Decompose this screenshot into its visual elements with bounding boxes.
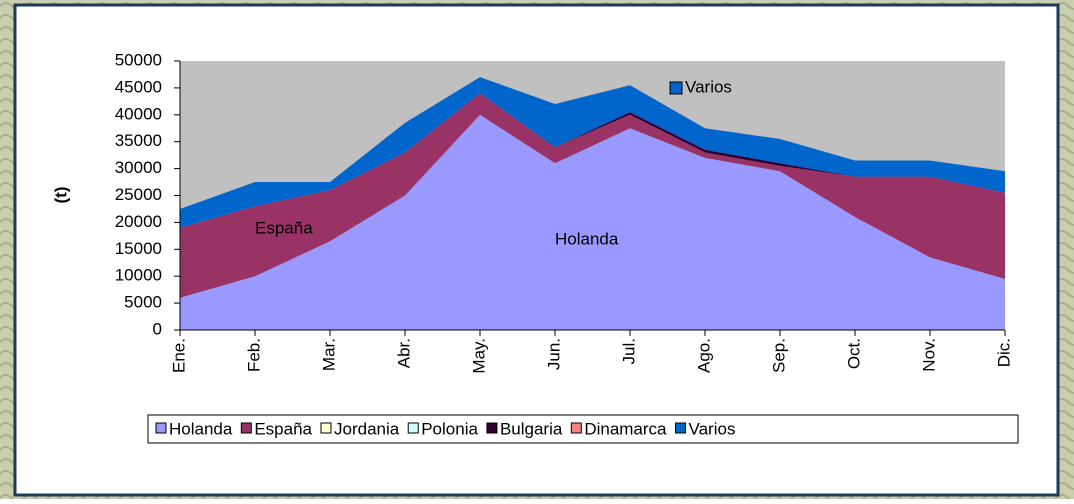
x-tick-label: Nov. bbox=[919, 338, 938, 372]
x-tick-label: Jun. bbox=[544, 338, 563, 370]
legend-key bbox=[486, 422, 498, 434]
y-tick-label: 5000 bbox=[124, 293, 162, 312]
legend bbox=[147, 414, 1019, 444]
y-tick-label: 0 bbox=[153, 319, 162, 338]
y-tick-label: 30000 bbox=[115, 158, 162, 177]
y-tick-label: 20000 bbox=[115, 212, 162, 231]
x-tick-label: Feb. bbox=[244, 338, 263, 372]
y-tick-label: 45000 bbox=[115, 77, 162, 96]
area bbox=[180, 93, 1005, 298]
legend-key bbox=[155, 422, 167, 434]
annotation-key bbox=[669, 81, 683, 95]
annotation: Varios bbox=[685, 77, 732, 96]
x-tick-label: Ago. bbox=[694, 338, 713, 373]
annotation: España bbox=[255, 218, 313, 237]
legend-label: Bulgaria bbox=[500, 419, 563, 438]
legend-key bbox=[407, 422, 419, 434]
y-tick-label: 15000 bbox=[115, 239, 162, 258]
x-tick-label: Oct. bbox=[844, 338, 863, 369]
x-tick-label: Jul. bbox=[619, 338, 638, 364]
x-tick-label: Dic. bbox=[994, 338, 1013, 367]
x-tick-label: Abr. bbox=[394, 338, 413, 368]
legend-label: Holanda bbox=[169, 419, 233, 438]
legend-label: Jordania bbox=[334, 419, 400, 438]
y-tick-label: 35000 bbox=[115, 131, 162, 150]
x-tick-label: Ene. bbox=[169, 338, 188, 373]
legend-key bbox=[320, 422, 332, 434]
legend-label: Varios bbox=[689, 419, 736, 438]
legend-label: Dinamarca bbox=[584, 419, 667, 438]
y-tick-label: 25000 bbox=[115, 185, 162, 204]
y-axis-label: (t) bbox=[51, 187, 70, 204]
y-tick-label: 40000 bbox=[115, 104, 162, 123]
x-tick-label: Sep. bbox=[769, 338, 788, 373]
legend-key bbox=[240, 422, 252, 434]
x-tick-label: May. bbox=[469, 338, 488, 374]
legend-label: Polonia bbox=[421, 419, 478, 438]
area bbox=[180, 114, 1005, 330]
annotation: Holanda bbox=[555, 229, 619, 248]
area bbox=[180, 77, 1005, 228]
legend-key bbox=[675, 422, 687, 434]
legend-label: España bbox=[254, 419, 312, 438]
x-tick-label: Mar. bbox=[319, 338, 338, 371]
legend-key bbox=[570, 422, 582, 434]
y-tick-label: 50000 bbox=[115, 50, 162, 69]
y-tick-label: 10000 bbox=[115, 266, 162, 285]
